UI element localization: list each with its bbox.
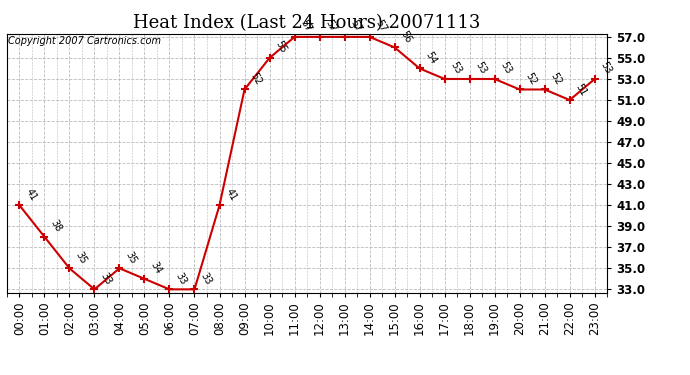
Text: 57: 57: [374, 18, 388, 34]
Text: 41: 41: [23, 187, 39, 202]
Text: 52: 52: [549, 71, 564, 87]
Text: 52: 52: [248, 71, 264, 87]
Text: 52: 52: [524, 71, 539, 87]
Text: 56: 56: [399, 29, 413, 45]
Text: 51: 51: [574, 81, 589, 97]
Text: 54: 54: [424, 50, 439, 66]
Text: 33: 33: [99, 271, 113, 286]
Title: Heat Index (Last 24 Hours) 20071113: Heat Index (Last 24 Hours) 20071113: [133, 14, 481, 32]
Text: 41: 41: [224, 187, 239, 202]
Text: 35: 35: [124, 250, 139, 266]
Text: 57: 57: [348, 18, 364, 34]
Text: 53: 53: [448, 60, 464, 76]
Text: 57: 57: [299, 18, 314, 34]
Text: 53: 53: [599, 60, 613, 76]
Text: 33: 33: [199, 271, 213, 286]
Text: 35: 35: [74, 250, 88, 266]
Text: 55: 55: [274, 39, 288, 55]
Text: 53: 53: [499, 60, 513, 76]
Text: Copyright 2007 Cartronics.com: Copyright 2007 Cartronics.com: [8, 36, 161, 46]
Text: 34: 34: [148, 261, 164, 276]
Text: 33: 33: [174, 271, 188, 286]
Text: 38: 38: [48, 218, 63, 234]
Text: 53: 53: [474, 60, 489, 76]
Text: 57: 57: [324, 18, 339, 34]
